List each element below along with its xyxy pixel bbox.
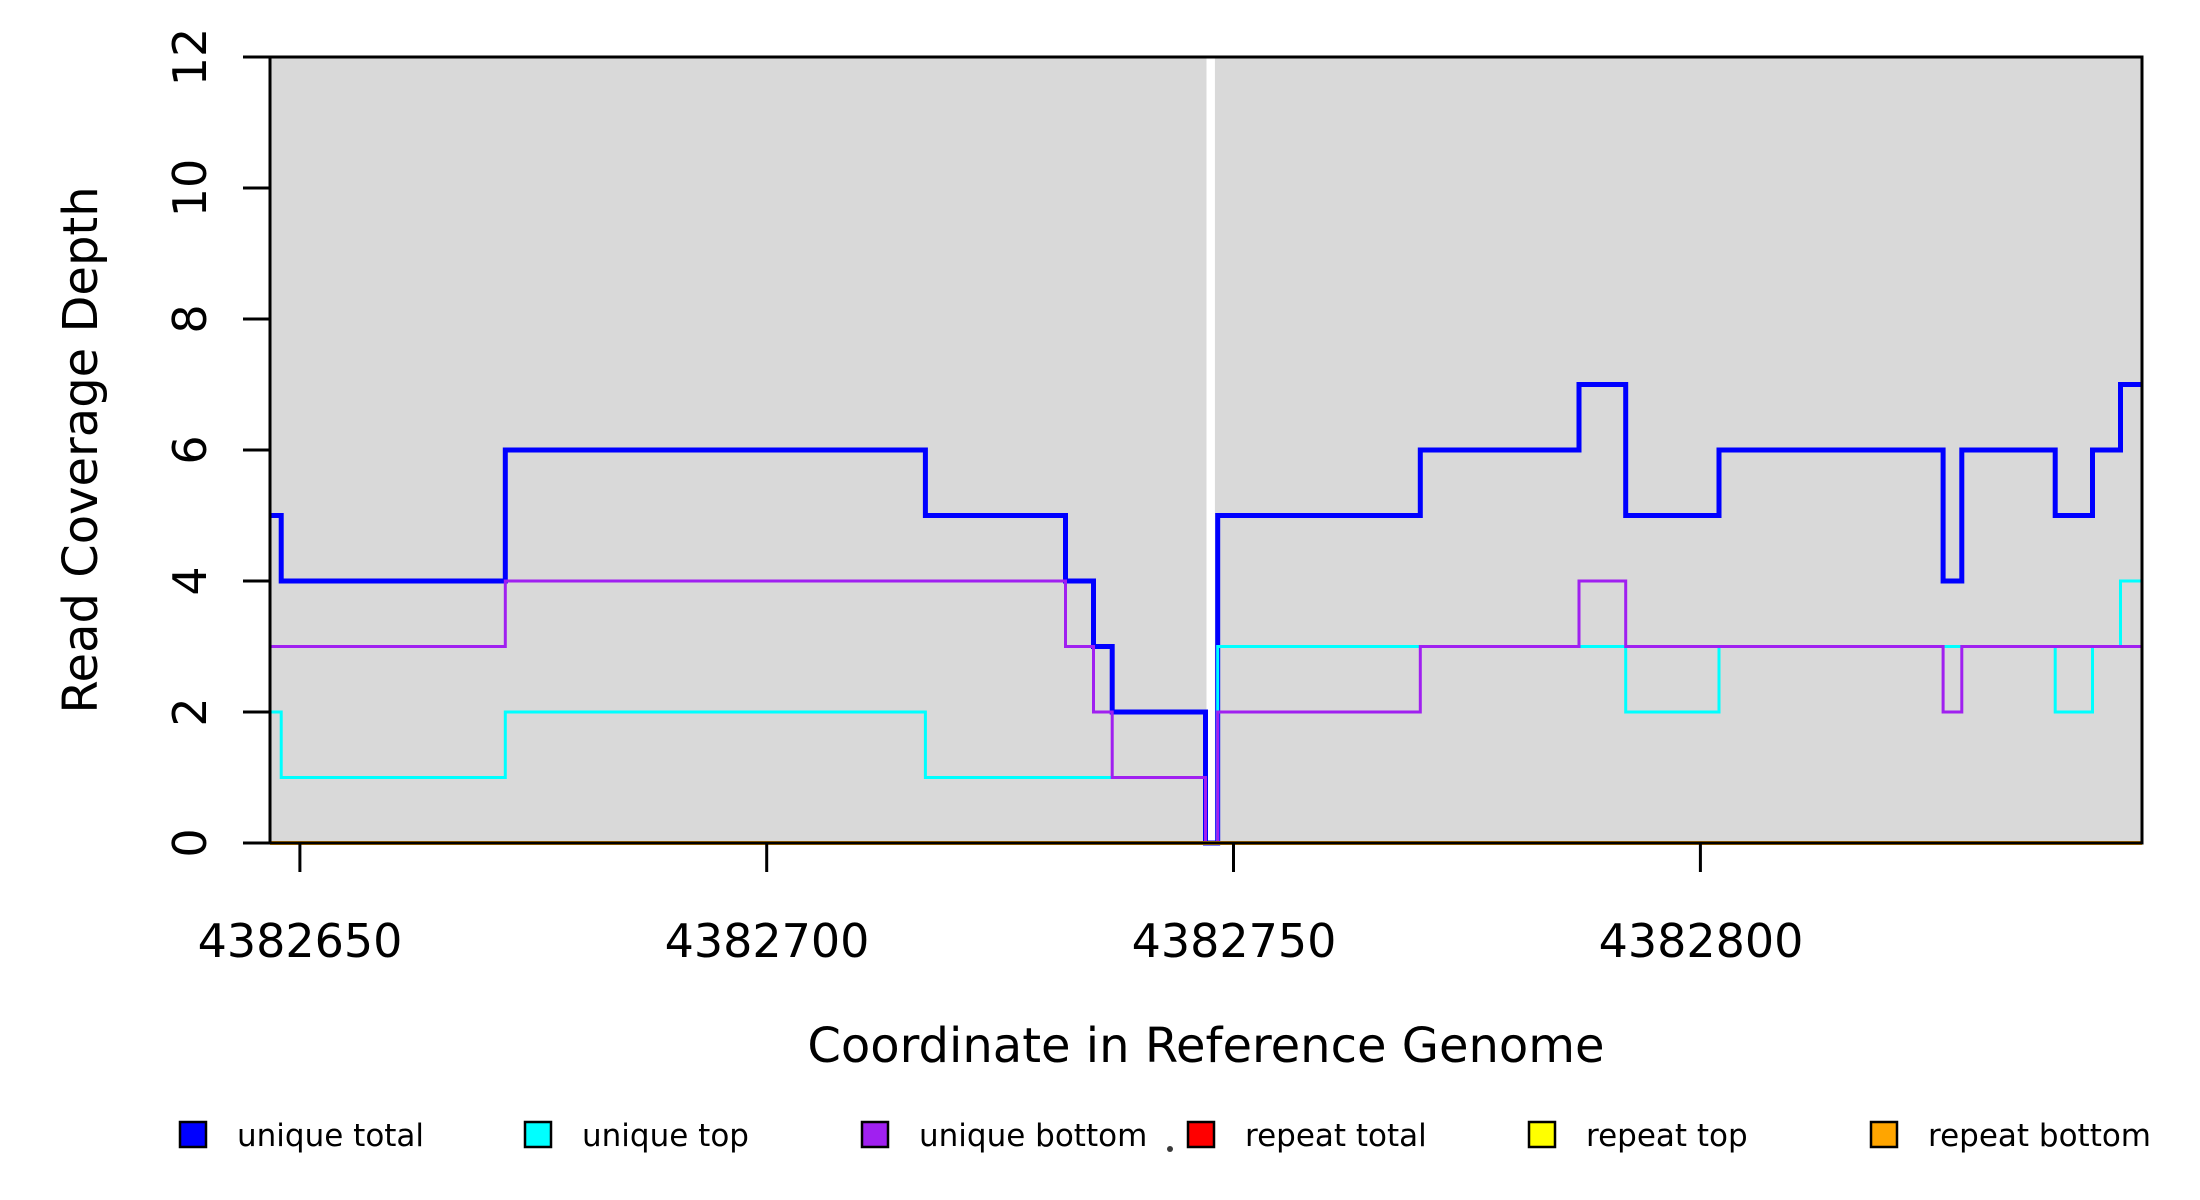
legend-item: repeat bottom: [1869, 1118, 2151, 1154]
legend-swatch-unique-top: [523, 1120, 553, 1149]
legend-label-repeat-top: repeat top: [1586, 1118, 1748, 1154]
legend-label-unique-top: unique top: [582, 1118, 749, 1154]
legend-label-unique-bottom: unique bottom: [919, 1118, 1147, 1154]
legend-swatch-unique-total: [178, 1120, 208, 1149]
legend-label-unique-total: unique total: [237, 1118, 424, 1154]
legend-item: unique total: [178, 1118, 424, 1154]
y-axis-title: Read Coverage Depth: [53, 186, 109, 713]
legend-swatch-unique-bottom: [860, 1120, 890, 1149]
y-axis-tick-labels: 0 2 4 6 8 10 12: [163, 28, 217, 858]
y-tick-label: 6: [163, 435, 217, 464]
x-tick-label: 4382700: [665, 914, 870, 968]
y-tick-label: 0: [163, 828, 217, 857]
legend-item: unique bottom: [860, 1118, 1147, 1154]
x-tick-label: 4382650: [198, 914, 403, 968]
y-tick-label: 12: [163, 28, 217, 87]
x-axis-tick-labels: 4382650 4382700 4382750 4382800: [198, 914, 1804, 968]
legend-item: unique top: [523, 1118, 749, 1154]
legend-label-repeat-total: repeat total: [1245, 1118, 1427, 1154]
legend-swatch-repeat-bottom: [1869, 1120, 1899, 1149]
y-tick-label: 10: [163, 159, 217, 218]
series-line-unique-bottom: [270, 579, 2142, 845]
legend-swatch-repeat-top: [1527, 1120, 1557, 1149]
legend-item: repeat top: [1527, 1118, 1748, 1154]
panel-border: [268, 55, 2144, 845]
tick-layer: [243, 55, 1702, 872]
x-tick-label: 4382800: [1599, 914, 1804, 968]
y-tick-label: 8: [163, 304, 217, 333]
legend: unique total unique top unique bottom re…: [178, 1118, 2151, 1154]
y-tick-label: 4: [163, 566, 217, 595]
legend-item: repeat total: [1186, 1118, 1427, 1154]
gap-stripe: [1206, 58, 1215, 842]
stray-dot: [1167, 1146, 1173, 1152]
x-axis-title: Coordinate in Reference Genome: [807, 1018, 1604, 1074]
legend-label-repeat-bottom: repeat bottom: [1928, 1118, 2151, 1154]
legend-swatch-repeat-total: [1186, 1120, 1216, 1149]
series-line-unique-total: [270, 382, 2142, 846]
x-tick-label: 4382750: [1132, 914, 1337, 968]
y-tick-label: 2: [163, 697, 217, 726]
